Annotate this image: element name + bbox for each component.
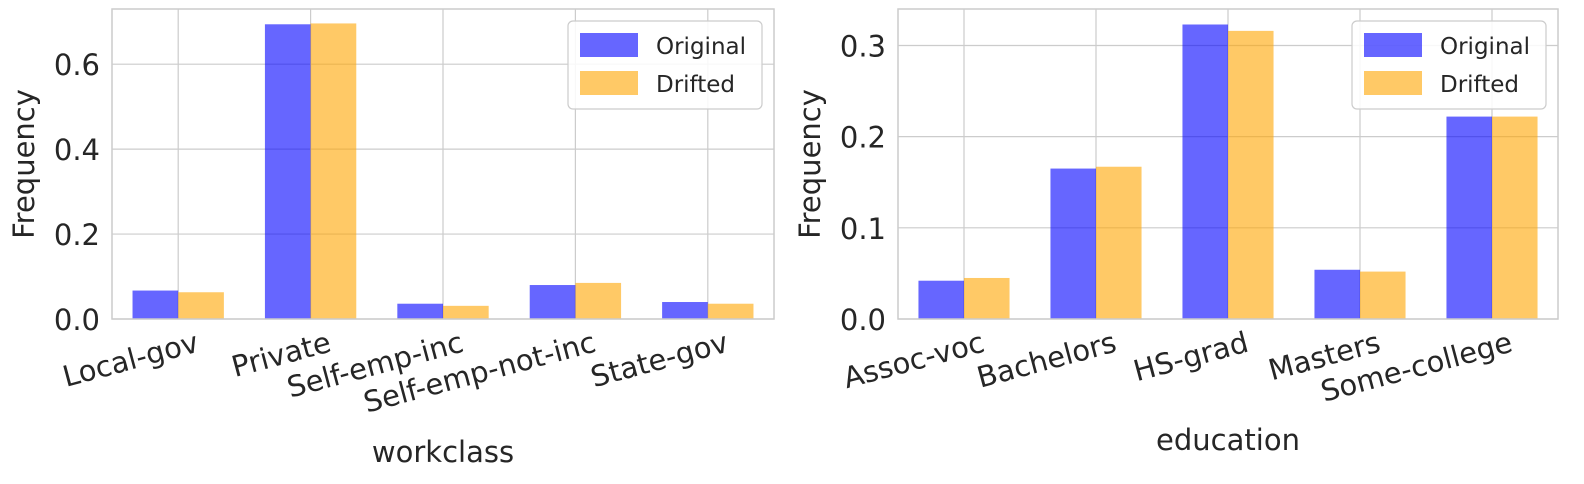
y-tick-label: 0.6: [54, 48, 100, 82]
legend-swatch-original: [580, 33, 638, 57]
bar-original-state-gov: [662, 302, 708, 319]
plot-frame: [897, 8, 1559, 320]
y-tick-label: 0.3: [840, 29, 886, 63]
legend-swatch-drifted: [580, 71, 638, 95]
bar-original-masters: [1314, 269, 1360, 319]
bar-drifted-self-emp-inc: [443, 305, 489, 319]
x-axis-label: education: [1156, 423, 1300, 457]
bar-original-bachelors: [1050, 168, 1096, 319]
bar-original-self-emp-inc: [397, 303, 443, 319]
legend-label-drifted: Drifted: [656, 72, 735, 98]
bar-original-some-college: [1446, 116, 1492, 320]
legend-swatch-original: [1364, 33, 1422, 57]
x-tick-label: State-gov: [587, 325, 732, 394]
y-tick-label: 0.0: [54, 303, 100, 337]
bar-drifted-assoc-voc: [964, 277, 1010, 319]
x-tick-label: HS-grad: [1130, 325, 1252, 388]
bar-drifted-masters: [1360, 271, 1406, 319]
bar-drifted-private: [310, 23, 357, 320]
y-tick-label: 0.0: [840, 303, 886, 337]
bar-original-local-gov: [132, 290, 179, 319]
legend-label-drifted: Drifted: [1440, 72, 1519, 98]
x-axis-label: workclass: [372, 435, 514, 469]
bar-drifted-bachelors: [1096, 166, 1142, 319]
bar-original-assoc-voc: [918, 280, 964, 319]
y-tick-label: 0.2: [840, 121, 886, 155]
legend: Original Drifted: [567, 20, 763, 110]
bar-original-private: [264, 24, 311, 320]
bar-drifted-hs-grad: [1228, 30, 1274, 319]
bar-original-self-emp-not-inc: [529, 285, 576, 319]
legend-label-original: Original: [656, 34, 746, 60]
y-axis-label: Frequency: [793, 89, 827, 239]
bar-original-hs-grad: [1182, 24, 1228, 319]
y-tick-label: 0.4: [54, 133, 100, 167]
legend-label-original: Original: [1440, 34, 1530, 60]
y-tick-label: 0.2: [54, 218, 100, 252]
plot-frame: [111, 8, 775, 320]
x-tick-label: Bachelors: [973, 325, 1120, 395]
y-tick-label: 0.1: [840, 212, 886, 246]
bar-drifted-local-gov: [178, 292, 224, 319]
legend: Original Drifted: [1351, 20, 1547, 110]
y-axis-label: Frequency: [7, 89, 41, 239]
bar-drifted-self-emp-not-inc: [575, 282, 622, 319]
legend-swatch-drifted: [1364, 71, 1422, 95]
bar-drifted-state-gov: [707, 303, 754, 319]
bar-drifted-some-college: [1492, 116, 1538, 320]
